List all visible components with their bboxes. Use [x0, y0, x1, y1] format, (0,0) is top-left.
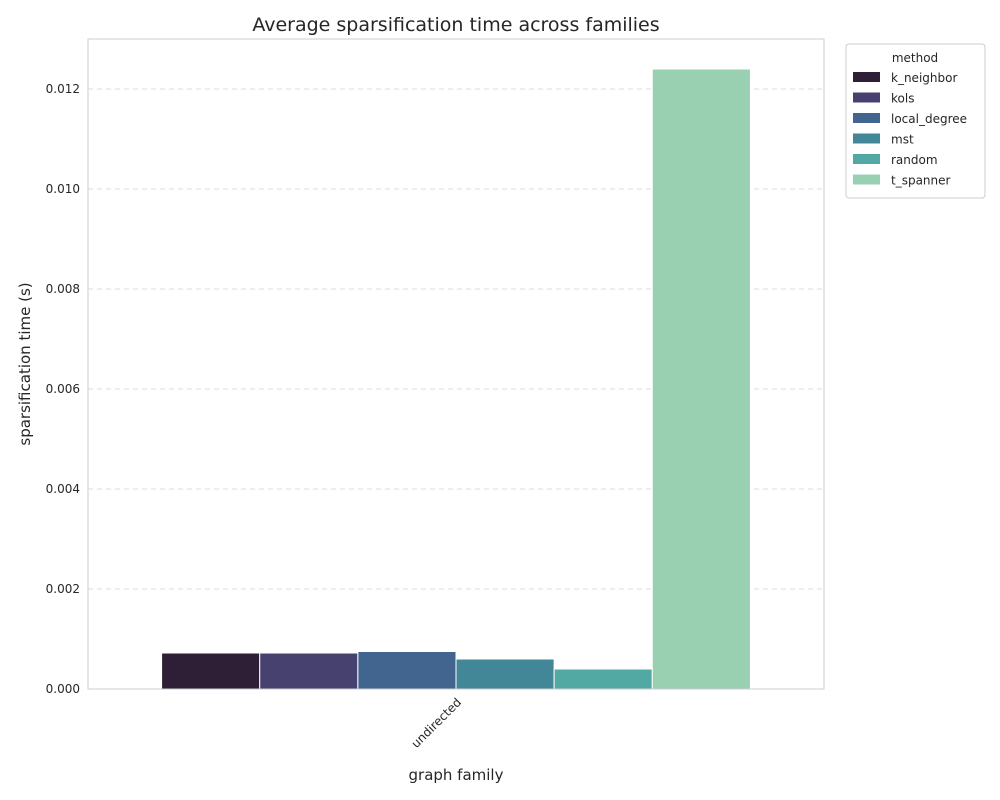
- y-tick-label: 0.000: [46, 682, 80, 696]
- y-tick-label: 0.004: [46, 482, 80, 496]
- y-tick-labels: 0.000 0.002 0.004 0.006 0.008 0.010 0.012: [46, 82, 80, 696]
- y-tick-label: 0.012: [46, 82, 80, 96]
- legend-swatch-k_neighbor: [853, 72, 880, 82]
- x-axis-label: graph family: [409, 766, 504, 784]
- bar-k_neighbor: [161, 652, 261, 690]
- y-tick-label: 0.008: [46, 282, 80, 296]
- legend-swatch-mst: [853, 133, 880, 144]
- bars: [161, 68, 751, 690]
- plot-frame: [87, 38, 825, 690]
- legend-label-kols: kols: [891, 92, 914, 106]
- y-tick-label: 0.006: [46, 382, 80, 396]
- x-tick-labels: undirected: [409, 695, 465, 751]
- chart-title: Average sparsification time across famil…: [252, 14, 659, 36]
- legend-label-local_degree: local_degree: [891, 112, 967, 126]
- bar-mst: [455, 658, 555, 690]
- bar-local_degree: [357, 651, 457, 690]
- y-axis-label: sparsification time (s): [16, 282, 34, 445]
- y-tick-label: 0.002: [46, 582, 80, 596]
- bar-t_spanner: [651, 68, 751, 690]
- y-tick-label: 0.010: [46, 182, 80, 196]
- bar-kols: [259, 652, 359, 690]
- legend-label-random: random: [891, 153, 938, 167]
- legend-swatch-random: [853, 154, 880, 164]
- legend-label-mst: mst: [891, 133, 914, 147]
- legend-label-k_neighbor: k_neighbor: [891, 71, 957, 85]
- legend-title: method: [892, 51, 938, 65]
- legend-swatch-kols: [853, 92, 880, 103]
- legend-swatch-local_degree: [853, 113, 880, 123]
- x-tick-label: undirected: [409, 695, 465, 751]
- bar-random: [553, 668, 653, 690]
- legend-swatch-t_spanner: [853, 174, 880, 185]
- legend-label-t_spanner: t_spanner: [891, 174, 951, 188]
- legend-frame: [845, 43, 986, 199]
